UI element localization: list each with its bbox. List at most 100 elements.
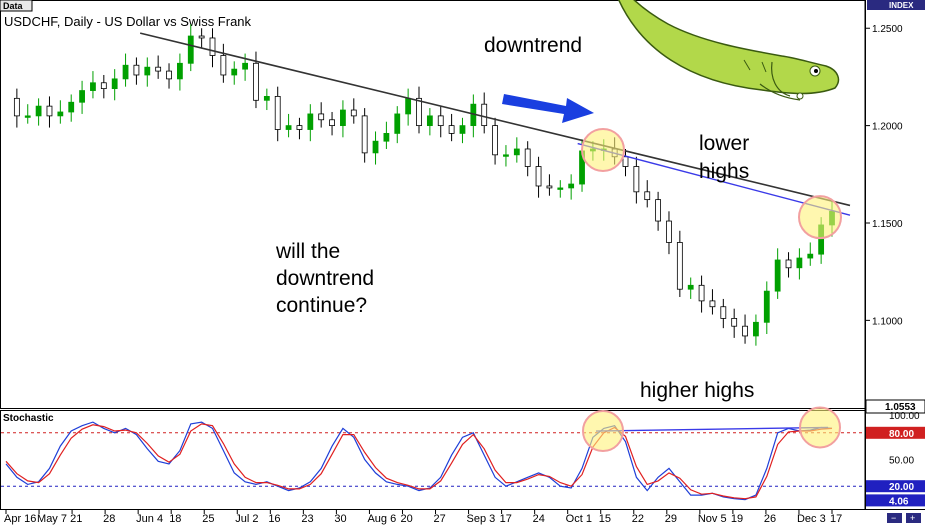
- candlestick: [198, 28, 205, 48]
- candle-body: [535, 166, 542, 187]
- annotation-question-line3: continue?: [276, 294, 367, 317]
- candle-body: [416, 97, 422, 127]
- candle-body: [763, 290, 770, 323]
- candle-body: [557, 187, 564, 190]
- candle-body: [57, 111, 64, 117]
- zoom-out-glyph: −: [891, 513, 896, 523]
- candlestick: [144, 57, 151, 87]
- time-tick-label: 21: [70, 513, 82, 525]
- candlestick: [350, 98, 357, 124]
- time-tick-label: Jul 2: [235, 513, 258, 525]
- candlestick: [753, 314, 759, 346]
- candle-body: [350, 109, 357, 117]
- candlestick: [503, 145, 509, 167]
- candlestick: [633, 156, 640, 204]
- candle-body: [361, 115, 368, 154]
- candle-body: [459, 125, 466, 134]
- candle-body: [307, 113, 314, 130]
- time-tick-label: 19: [731, 513, 743, 525]
- downtrend-arrow-icon: [502, 94, 594, 123]
- candlestick: [79, 80, 85, 114]
- candle-body: [731, 318, 738, 327]
- candlestick: [122, 53, 129, 87]
- candlestick: [644, 180, 651, 208]
- candlestick: [57, 100, 64, 124]
- candle-body: [35, 105, 42, 117]
- chart-label: USDCHF, Daily - US Dollar vs Swiss Frank: [4, 14, 252, 29]
- candlestick: [426, 108, 433, 136]
- zoom-in-icon[interactable]: [906, 513, 921, 523]
- candle-body: [340, 109, 346, 127]
- highlight-circle: [798, 195, 842, 240]
- stoch-level-badge: [866, 426, 925, 439]
- candlestick: [383, 121, 390, 149]
- candlestick: [807, 242, 814, 266]
- price-tick-label: 1.2500: [872, 24, 903, 35]
- candle-body: [198, 35, 205, 39]
- candlestick: [13, 88, 20, 128]
- time-tick-label: 18: [169, 513, 181, 525]
- price-tick-label: 1.2000: [872, 122, 903, 133]
- candlestick: [285, 113, 292, 138]
- candlestick: [296, 117, 303, 140]
- current-price-badge: [865, 399, 925, 414]
- candlestick: [274, 86, 281, 142]
- candlestick: [698, 275, 705, 313]
- stoch-tick-label: 20.00: [889, 482, 914, 493]
- candle-body: [100, 82, 107, 90]
- candle-body: [437, 115, 444, 127]
- candle-body: [144, 66, 151, 76]
- candlestick: [394, 106, 401, 144]
- index-tab[interactable]: [867, 0, 925, 10]
- candlestick: [731, 308, 738, 338]
- time-tick-label: 23: [301, 513, 313, 525]
- annotation-downtrend: downtrend: [484, 34, 582, 57]
- time-tick-label: 24: [533, 513, 545, 525]
- candle-body: [492, 125, 498, 156]
- higher-highs-line: [595, 426, 829, 432]
- candlestick: [231, 61, 238, 85]
- candlestick: [763, 281, 770, 334]
- candlestick: [459, 117, 466, 144]
- time-tick-label: 26: [764, 513, 776, 525]
- candlestick: [524, 141, 531, 177]
- price-tick-label: 1.1500: [872, 219, 903, 230]
- annotation-question-line1: will the: [275, 240, 340, 263]
- data-tab[interactable]: [0, 0, 33, 12]
- candle-body: [698, 284, 705, 302]
- candle-body: [753, 321, 759, 337]
- candlestick: [720, 298, 727, 329]
- candlestick: [481, 92, 488, 134]
- candlestick: [263, 88, 270, 111]
- candlestick: [187, 24, 194, 72]
- candle-body: [90, 82, 96, 91]
- candle-body: [274, 96, 281, 130]
- candle-body: [513, 148, 520, 156]
- candlestick: [46, 96, 53, 128]
- zoom-out-icon[interactable]: [887, 513, 902, 523]
- candlestick: [329, 111, 335, 136]
- candle-body: [318, 113, 325, 121]
- stochastic-d-line: [5, 423, 833, 500]
- candle-body: [155, 66, 162, 72]
- candlestick: [307, 104, 314, 142]
- candle-body: [448, 125, 455, 134]
- candlestick: [666, 211, 672, 255]
- candlestick: [492, 117, 498, 165]
- candlestick: [372, 131, 379, 165]
- candle-body: [655, 199, 662, 222]
- time-tick-label: 29: [665, 513, 677, 525]
- candlestick: [448, 113, 455, 142]
- candle-body: [568, 183, 575, 189]
- candlestick: [155, 55, 162, 79]
- time-tick-label: 30: [334, 513, 346, 525]
- stoch-level-badge: [866, 494, 925, 507]
- highlight-circle: [582, 410, 624, 453]
- time-tick-label: Jun 4: [136, 513, 163, 525]
- candle-body: [666, 220, 672, 243]
- candlestick: [742, 314, 748, 344]
- highlight-circle: [799, 406, 841, 449]
- candle-body: [676, 242, 683, 290]
- candle-body: [405, 97, 412, 115]
- stochastic-k-line: [5, 421, 833, 501]
